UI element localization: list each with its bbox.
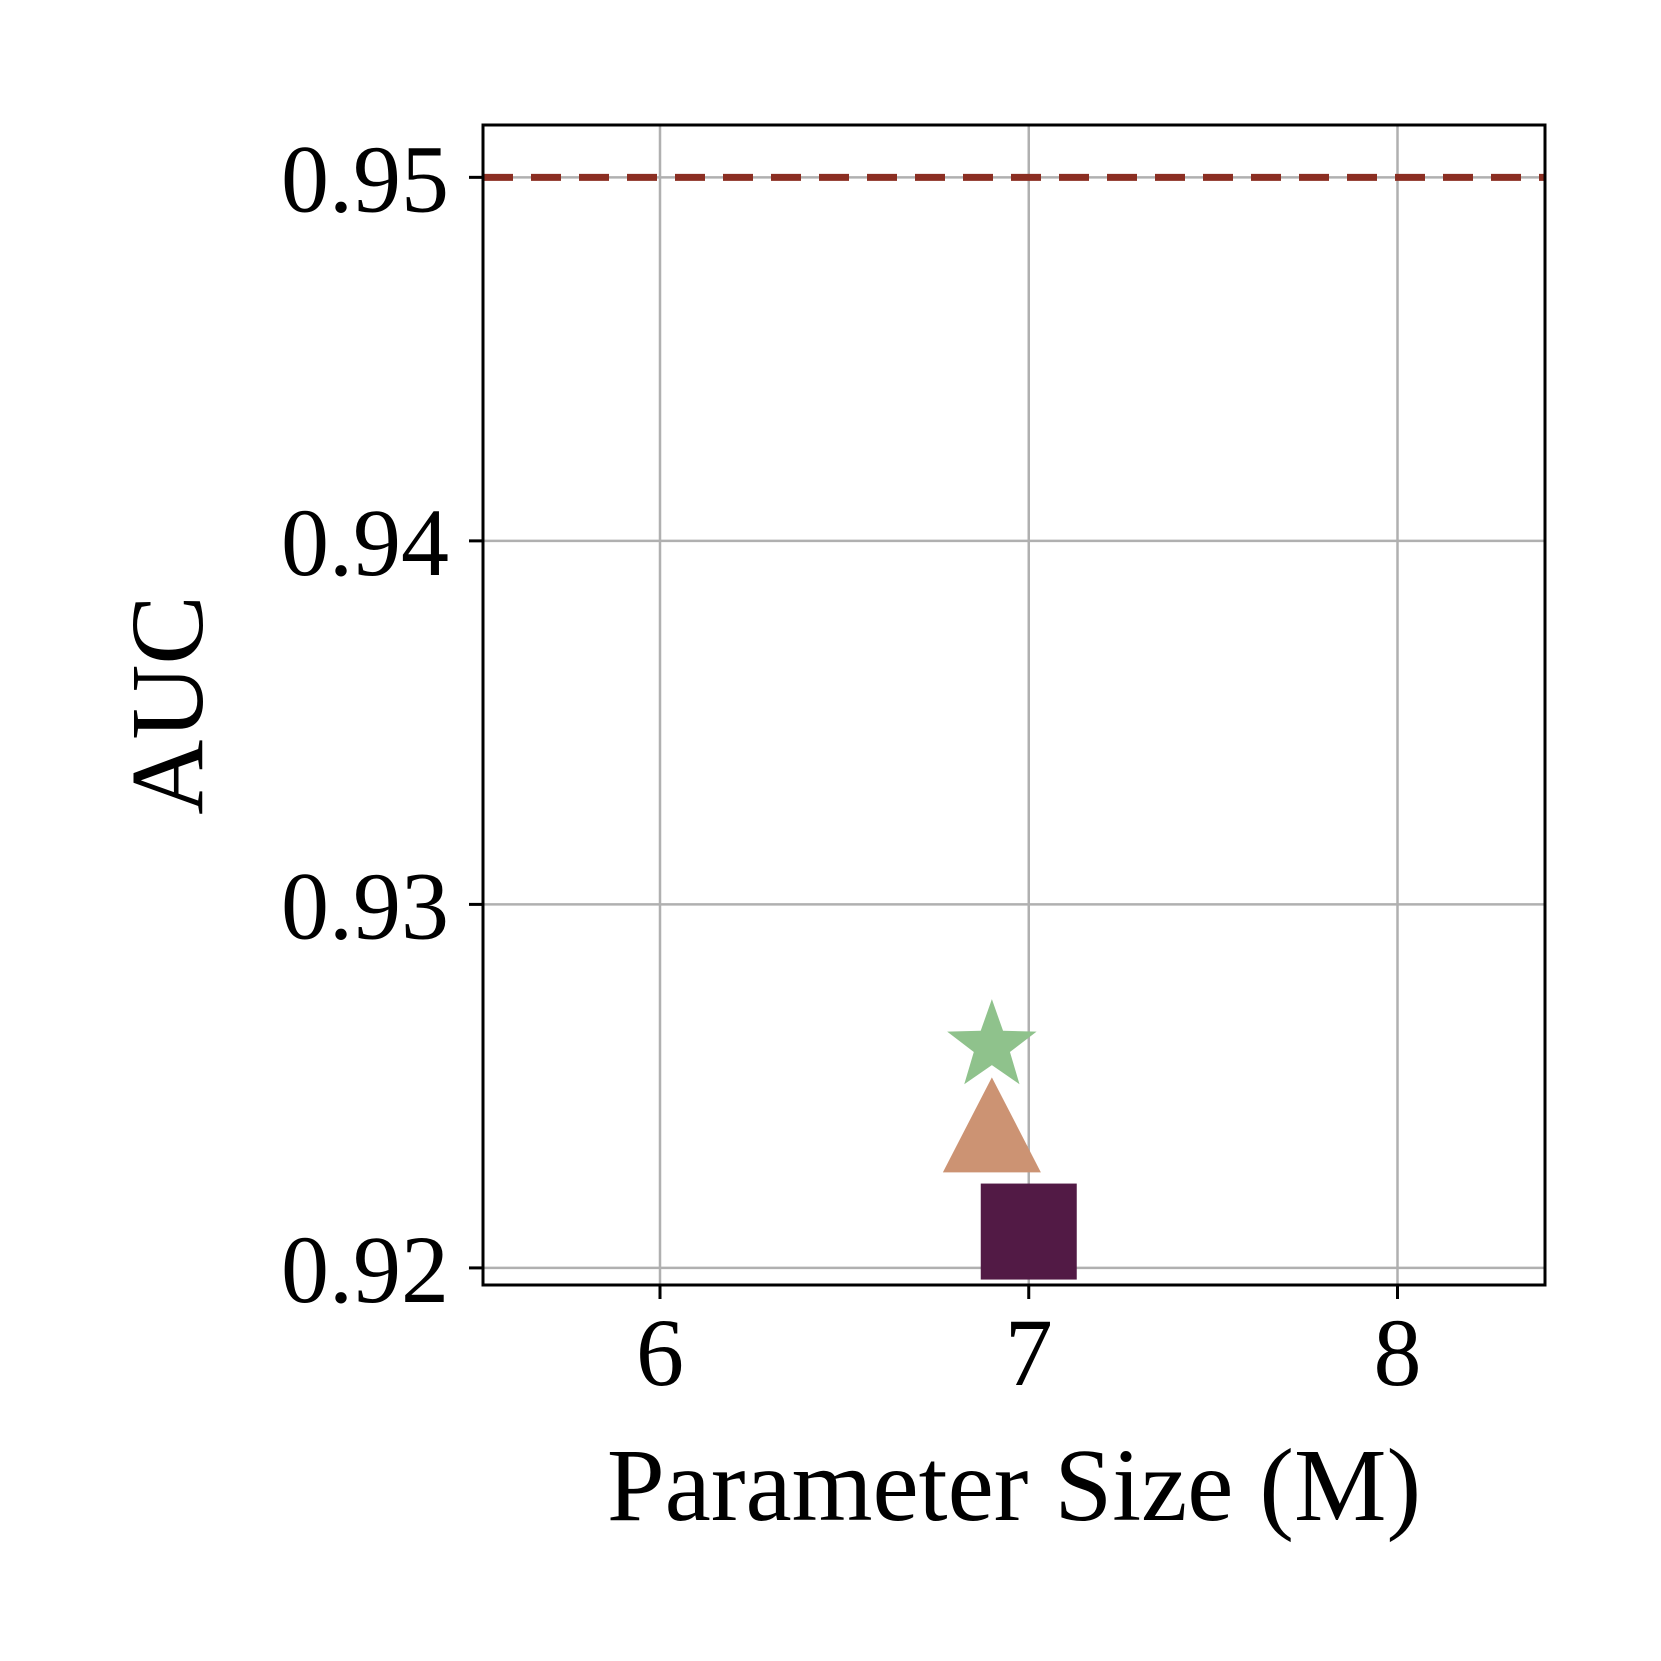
star-marker: [947, 999, 1037, 1085]
points-layer: [942, 999, 1077, 1280]
grid-layer: [483, 125, 1545, 1285]
x-tick-label: 6: [636, 1299, 684, 1406]
x-axis-label: Parameter Size (M): [607, 1428, 1421, 1543]
y-tick-label: 0.95: [281, 125, 449, 232]
square-marker: [980, 1183, 1077, 1280]
tick-labels-layer: 6 7 8 0.92 0.93 0.94 0.95: [281, 125, 1422, 1406]
y-tick-label: 0.94: [281, 489, 449, 596]
triangle-marker: [942, 1077, 1041, 1173]
x-tick-label: 8: [1374, 1299, 1422, 1406]
y-tick-label: 0.92: [281, 1216, 449, 1323]
y-axis-label: AUC: [110, 595, 225, 815]
plot-frame: [481, 123, 1547, 1287]
x-tick-label: 7: [1005, 1299, 1053, 1406]
ticks-layer: [469, 175, 1399, 1299]
y-tick-label: 0.93: [281, 852, 449, 959]
